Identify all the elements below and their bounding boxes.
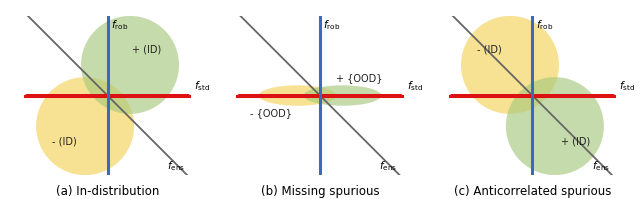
- Text: $f_{\mathrm{rob}}$: $f_{\mathrm{rob}}$: [536, 18, 553, 32]
- Text: $f_{\mathrm{ens}}$: $f_{\mathrm{ens}}$: [591, 159, 610, 173]
- Text: $f_{\mathrm{rob}}$: $f_{\mathrm{rob}}$: [111, 18, 128, 32]
- Text: $f_{\mathrm{std}}$: $f_{\mathrm{std}}$: [619, 80, 636, 94]
- Text: + (ID): + (ID): [561, 137, 590, 146]
- Text: - {OOD}: - {OOD}: [250, 108, 292, 118]
- Ellipse shape: [303, 85, 381, 106]
- Text: $f_{\mathrm{std}}$: $f_{\mathrm{std}}$: [195, 80, 211, 94]
- Ellipse shape: [461, 16, 559, 114]
- Text: (c) Anticorrelated spurious: (c) Anticorrelated spurious: [454, 185, 611, 198]
- Ellipse shape: [259, 85, 337, 106]
- Text: $f_{\mathrm{ens}}$: $f_{\mathrm{ens}}$: [167, 159, 185, 173]
- Text: (a) In-distribution: (a) In-distribution: [56, 185, 159, 198]
- Text: - (ID): - (ID): [52, 137, 77, 146]
- Text: $f_{\mathrm{ens}}$: $f_{\mathrm{ens}}$: [379, 159, 397, 173]
- Text: - (ID): - (ID): [477, 45, 502, 55]
- Ellipse shape: [506, 77, 604, 175]
- Text: + (ID): + (ID): [132, 45, 161, 55]
- Ellipse shape: [81, 16, 179, 114]
- Text: $f_{\mathrm{rob}}$: $f_{\mathrm{rob}}$: [323, 18, 340, 32]
- Text: (b) Missing spurious: (b) Missing spurious: [260, 185, 380, 198]
- Text: + {OOD}: + {OOD}: [335, 73, 382, 83]
- Ellipse shape: [36, 77, 134, 175]
- Text: $f_{\mathrm{std}}$: $f_{\mathrm{std}}$: [407, 80, 423, 94]
